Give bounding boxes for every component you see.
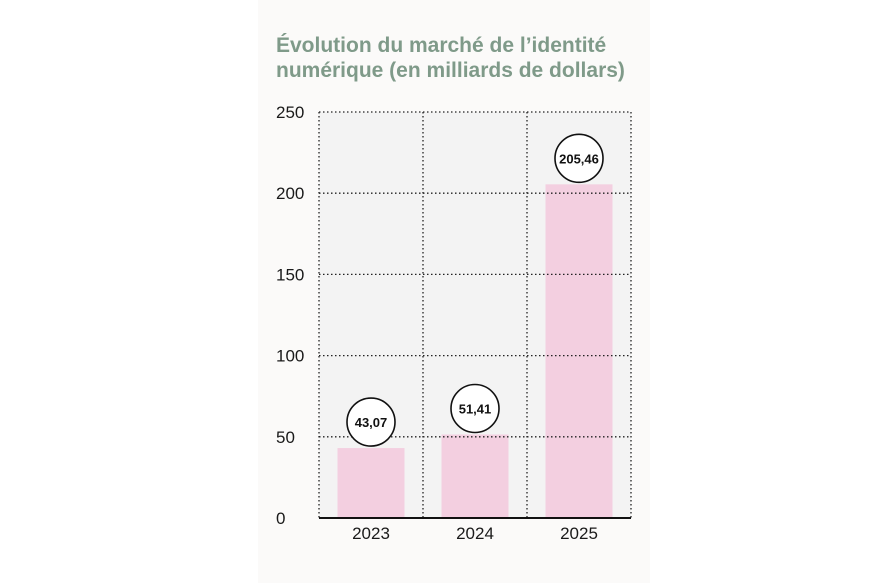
plot-area: 0 50 100 150 200 250 2023 2024 2025 43,07 51,41 205… [276, 103, 632, 543]
x-tick-label: 2025 [560, 524, 598, 543]
data-label: 51,41 [459, 402, 492, 417]
bar-2025 [545, 184, 613, 519]
value-bubble [554, 133, 604, 184]
value-bubble [346, 397, 396, 447]
bar-2023 [337, 448, 405, 518]
y-tick-label: 0 [276, 509, 285, 528]
x-tick-label: 2024 [456, 524, 494, 543]
y-tick-label: 250 [276, 103, 304, 122]
value-bubble [450, 383, 500, 434]
x-tick-label: 2023 [352, 524, 390, 543]
chart-title: Évolution du marché de l’identité numéri… [276, 34, 625, 82]
y-tick-label: 100 [276, 347, 304, 366]
data-label: 205,46 [559, 151, 599, 166]
bar-2024 [441, 434, 509, 518]
y-tick-label: 150 [276, 265, 304, 284]
data-label: 43,07 [355, 415, 388, 430]
y-tick-label: 50 [276, 428, 295, 447]
y-tick-label: 200 [276, 184, 304, 203]
